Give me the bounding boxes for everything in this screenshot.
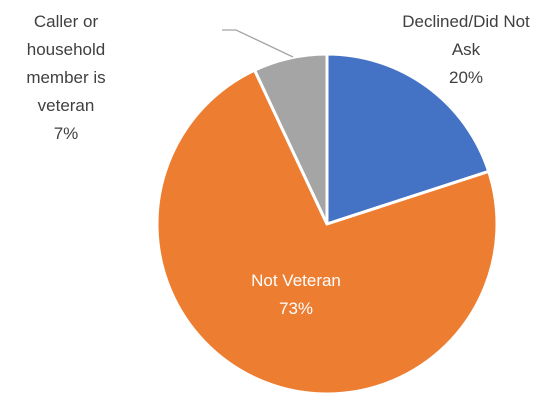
- pie-slice-3: [253, 52, 329, 226]
- leader-line-veteran: [222, 29, 294, 58]
- slice-label-1: Declined/Did Not Ask 20%: [402, 12, 530, 87]
- slice-value-label: 20%: [449, 68, 483, 87]
- data-labels: Declined/Did Not Ask 20% Not Veteran 73% Call…: [26, 12, 530, 318]
- pie-slice-2: [155, 68, 499, 396]
- slice-category-label: Ask: [452, 40, 481, 59]
- pie-slice-1: [325, 52, 491, 226]
- slice-category-label: Not Veteran: [251, 271, 341, 290]
- leader-lines: [222, 29, 294, 58]
- slice-category-label: veteran: [38, 96, 95, 115]
- slice-category-label: household: [27, 40, 105, 59]
- slice-value-label: 7%: [54, 124, 79, 143]
- slice-category-label: member is: [26, 68, 105, 87]
- slice-label-2: Not Veteran 73%: [251, 271, 341, 318]
- slice-category-label: Caller or: [34, 12, 99, 31]
- slice-label-3: Caller or household member is veteran 7%: [26, 12, 105, 143]
- pie-slices: [155, 52, 499, 396]
- slice-value-label: 73%: [279, 299, 313, 318]
- slice-category-label: Declined/Did Not: [402, 12, 530, 31]
